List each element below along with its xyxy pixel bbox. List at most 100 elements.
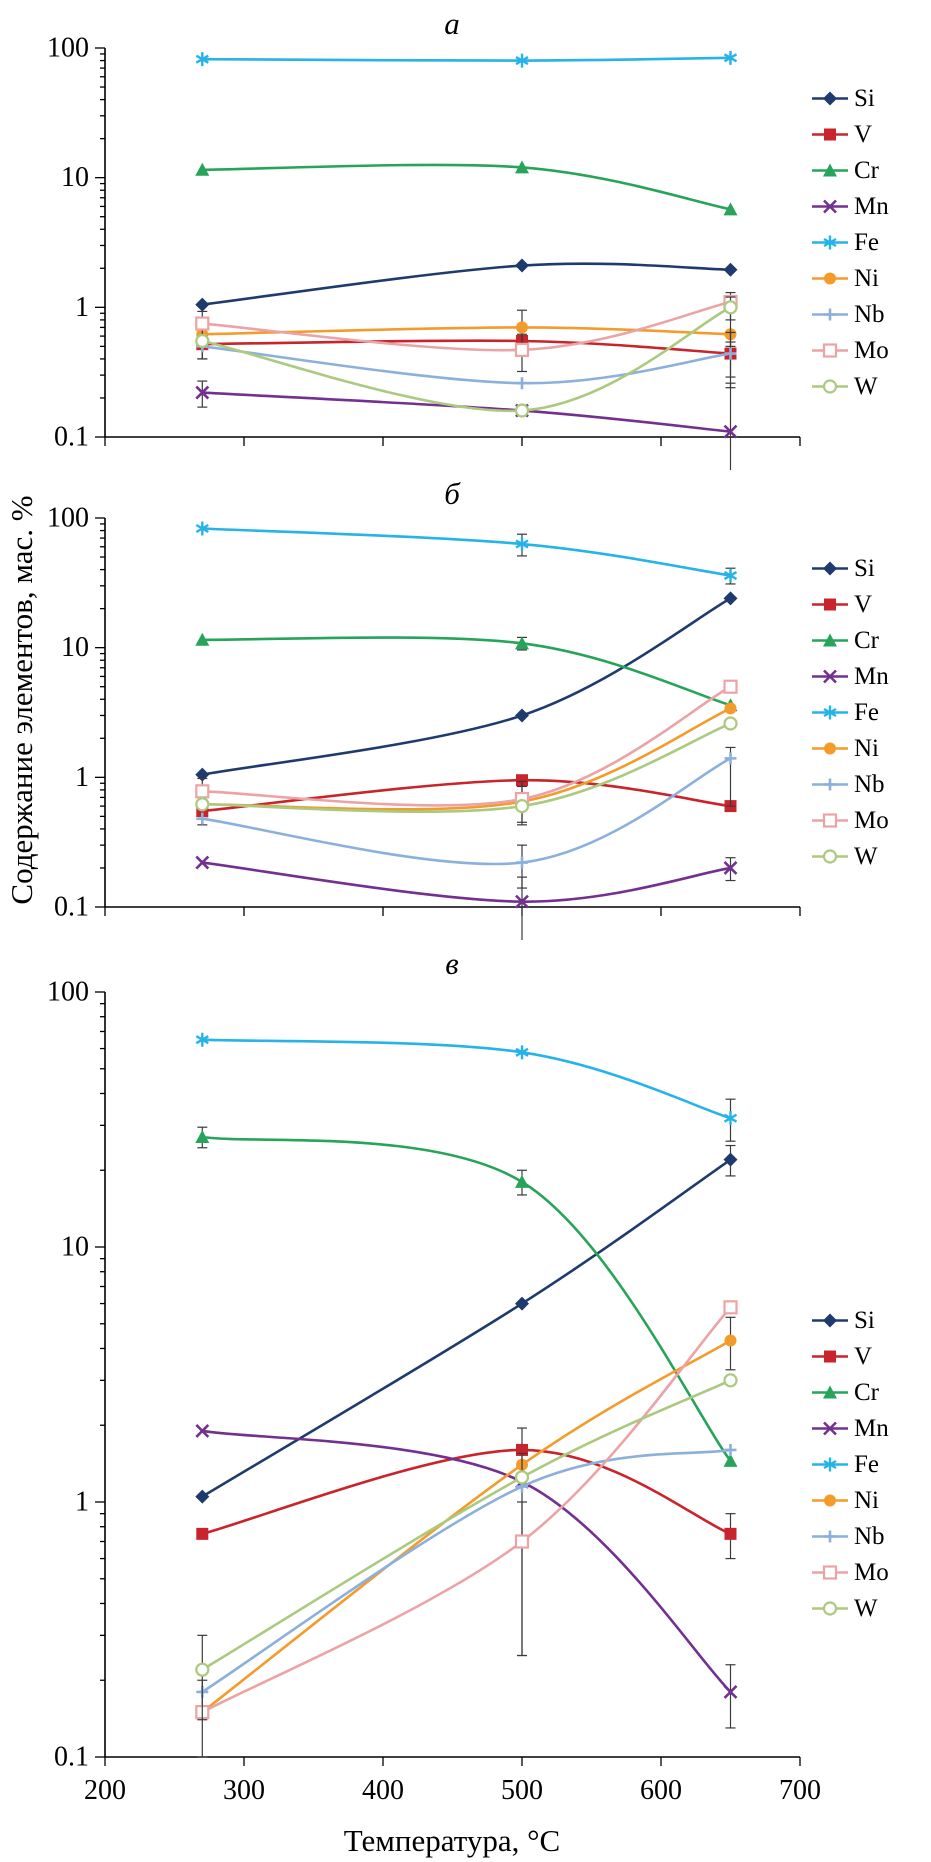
- y-tick-label: 1: [75, 292, 89, 323]
- legend-item-Nb: Nb: [812, 1523, 885, 1550]
- series-Cr: [195, 160, 738, 216]
- series-Fe: [195, 50, 738, 68]
- legend-label: Cr: [854, 157, 880, 184]
- series-line-V: [201, 1448, 732, 1536]
- legend-item-V: V: [812, 121, 872, 148]
- series-V: [196, 1427, 737, 1560]
- legend-label: W: [854, 843, 878, 870]
- series-Si: [195, 258, 738, 312]
- error-bar: [197, 1634, 208, 1721]
- y-tick-label: 10: [61, 162, 89, 193]
- legend-item-Fe: Fe: [812, 1451, 879, 1478]
- legend-label: Fe: [854, 699, 879, 726]
- legend-label: Fe: [854, 1451, 879, 1478]
- y-tick-label: 100: [47, 977, 89, 1008]
- series-W: [195, 296, 738, 418]
- y-tick-label: 10: [61, 632, 89, 663]
- series-Cr: [195, 1126, 738, 1467]
- series-Nb: [196, 746, 737, 889]
- legend-item-Cr: Cr: [812, 1379, 880, 1406]
- legend-label: V: [854, 591, 872, 618]
- y-tick-label: 0.1: [54, 1742, 89, 1773]
- series-V: [196, 774, 737, 826]
- legend-item-Ni: Ni: [812, 735, 879, 762]
- legend-item-Mn: Mn: [812, 1415, 889, 1442]
- series-line-Cr: [201, 636, 732, 707]
- legend-label: W: [854, 1595, 878, 1622]
- legend-label: Mn: [854, 193, 889, 220]
- legend-label: Cr: [854, 1379, 880, 1406]
- series-Mn: [195, 380, 738, 470]
- series-Fe: [195, 521, 738, 585]
- y-axis-ticks: [95, 517, 105, 908]
- series-line-Ni: [201, 1339, 732, 1714]
- axes: [104, 518, 800, 908]
- chart-a: a 0.1 1 10 100 Si V Cr Mn Fe Ni Nb Mo W: [0, 0, 931, 470]
- series-line-W: [201, 722, 732, 813]
- x-tick-label: 700: [779, 1775, 821, 1806]
- legend-item-Ni: Ni: [812, 1487, 879, 1514]
- chart-title: в: [445, 946, 458, 981]
- x-axis-ticks: [104, 907, 801, 916]
- legend-item-Cr: Cr: [812, 157, 880, 184]
- series-line-Mo: [201, 300, 732, 352]
- x-axis-label: Температура, °C: [344, 1823, 560, 1858]
- chart-v-canvas: в 0.1 1 10 100 200 300 400 500 600 700 Температура,…: [47, 946, 889, 1858]
- legend-item-V: V: [812, 1343, 872, 1370]
- legend-item-Si: Si: [812, 555, 875, 582]
- series-line-Fe: [201, 56, 732, 62]
- axes: [104, 48, 800, 438]
- legend-item-Mn: Mn: [812, 663, 889, 690]
- chart-a-canvas: a 0.1 1 10 100 Si V Cr Mn Fe Ni Nb Mo W: [47, 6, 889, 470]
- series-Nb: [196, 1443, 737, 1698]
- legend-item-Mo: Mo: [812, 1559, 889, 1586]
- series-line-W: [201, 306, 732, 413]
- y-axis-ticks: [95, 47, 105, 438]
- legend-label: Nb: [854, 1523, 885, 1550]
- series-line-Mo: [201, 685, 732, 807]
- x-tick-label: 600: [640, 1775, 682, 1806]
- series-Cr: [195, 632, 738, 712]
- chart-title: б: [444, 476, 461, 511]
- legend-label: Si: [854, 555, 875, 582]
- x-tick-label: 400: [362, 1775, 404, 1806]
- series-line-Nb: [201, 1448, 732, 1694]
- y-tick-label: 0.1: [54, 892, 89, 923]
- series-line-Fe: [201, 527, 732, 577]
- legend-item-Cr: Cr: [812, 627, 880, 654]
- legend-item-W: W: [812, 1595, 878, 1622]
- x-tick-label: 500: [501, 1775, 543, 1806]
- legend-label: Fe: [854, 229, 879, 256]
- chart-v: в 0.1 1 10 100 200 300 400 500 600 700 Температура,…: [0, 940, 931, 1862]
- series-line-Si: [201, 597, 732, 776]
- axes: [104, 992, 800, 1758]
- legend-label: Mn: [854, 663, 889, 690]
- y-axis-label: Содержание элементов, мас. %: [4, 495, 39, 905]
- series-Si: [195, 1144, 738, 1504]
- legend-label: V: [854, 1343, 872, 1370]
- legend-label: Nb: [854, 301, 885, 328]
- y-tick-label: 10: [61, 1232, 89, 1263]
- legend-item-W: W: [812, 843, 878, 870]
- legend-label: Mo: [854, 1559, 889, 1586]
- series-line-W: [201, 1379, 732, 1671]
- series-line-Nb: [201, 345, 732, 385]
- series-line-Si: [201, 1158, 732, 1498]
- legend-item-Si: Si: [812, 1307, 875, 1334]
- series-line-Mn: [201, 1429, 732, 1694]
- legend-label: Si: [854, 1307, 875, 1334]
- series-line-Mn: [201, 861, 732, 903]
- series-line-Si: [201, 262, 732, 306]
- chart-title: a: [444, 6, 460, 41]
- legend-label: W: [854, 373, 878, 400]
- series-line-Cr: [201, 163, 732, 211]
- error-bar: [517, 1501, 527, 1657]
- y-tick-label: 100: [47, 33, 89, 64]
- series-Fe: [195, 1032, 738, 1142]
- legend-item-Fe: Fe: [812, 229, 879, 256]
- legend-label: Ni: [854, 735, 879, 762]
- legend-item-Ni: Ni: [812, 265, 879, 292]
- legend-label: Mo: [854, 337, 889, 364]
- legend-item-W: W: [812, 373, 878, 400]
